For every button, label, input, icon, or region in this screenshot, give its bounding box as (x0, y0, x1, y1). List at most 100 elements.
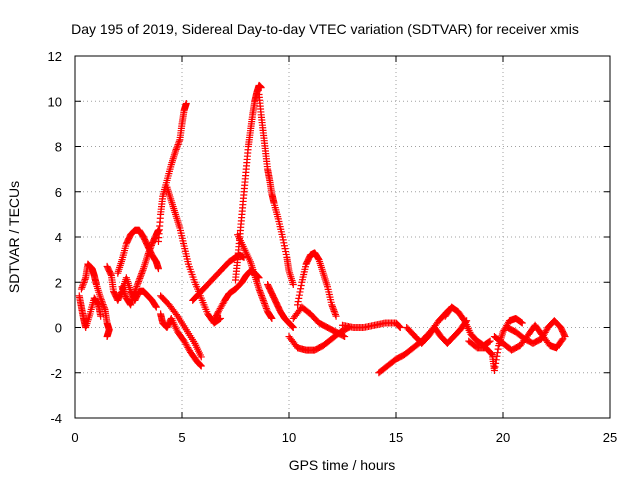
data-point (558, 336, 566, 344)
data-point (517, 318, 525, 326)
data-point (257, 290, 265, 298)
data-point (139, 266, 147, 274)
x-tick-label: 0 (71, 430, 78, 445)
data-point (294, 301, 302, 309)
y-axis-label: SDTVAR / TECUs (6, 181, 22, 293)
data-point (295, 291, 303, 299)
data-point (172, 145, 180, 153)
data-point (288, 322, 296, 330)
data-point (256, 287, 264, 295)
data-point (80, 277, 88, 285)
data-point (267, 313, 275, 321)
data-point (492, 359, 500, 367)
data-point (330, 307, 338, 315)
data-point (493, 352, 501, 360)
series-arc-23 (465, 314, 526, 374)
data-point (79, 280, 87, 288)
data-point (197, 353, 205, 361)
data-point (196, 361, 204, 369)
data-point (118, 283, 126, 291)
data-point (328, 301, 336, 309)
data-point (175, 139, 183, 147)
data-point (197, 362, 205, 370)
data-point (258, 293, 266, 301)
series-arc-5 (118, 226, 162, 309)
data-point (328, 302, 336, 310)
series-layer (75, 81, 569, 377)
data-point (396, 324, 404, 331)
y-tick-label: 10 (48, 94, 62, 109)
data-point (331, 311, 339, 319)
x-tick-label: 20 (496, 430, 510, 445)
data-point (121, 291, 129, 299)
data-point (173, 142, 181, 150)
data-point (257, 292, 265, 300)
data-point (172, 147, 180, 155)
data-point (120, 288, 128, 296)
data-point (136, 274, 144, 282)
data-point (137, 271, 145, 279)
data-point (144, 251, 152, 259)
data-point (121, 289, 129, 297)
data-point (173, 144, 181, 152)
data-point (560, 331, 568, 339)
data-point (135, 276, 143, 284)
series-arc-25 (503, 317, 569, 347)
series-arc-9 (157, 292, 205, 361)
data-point (493, 349, 501, 357)
y-tick-label: 12 (48, 49, 62, 64)
series-arc-4 (114, 226, 162, 277)
data-point (330, 306, 338, 314)
data-point (146, 246, 154, 254)
data-point (175, 137, 183, 145)
data-point (260, 298, 268, 306)
data-point (135, 278, 143, 286)
y-tick-label: -4 (50, 411, 62, 426)
data-point (259, 295, 267, 303)
data-point (487, 350, 495, 358)
data-point (518, 319, 526, 327)
data-point (490, 366, 498, 374)
axis-ticks (74, 55, 611, 419)
data-point (261, 301, 269, 309)
data-point (81, 275, 89, 283)
data-point (174, 141, 182, 149)
data-point (97, 312, 105, 320)
series-arc-13 (255, 90, 297, 289)
data-point (256, 288, 264, 296)
series-arc-15 (264, 281, 297, 331)
series-arc-12 (232, 81, 265, 284)
data-point (119, 284, 127, 292)
series-arc-7 (154, 100, 190, 246)
data-point (119, 286, 127, 294)
series-arc-11 (210, 267, 263, 325)
data-point (78, 283, 86, 291)
data-point (295, 294, 303, 302)
y-tick-label: 2 (55, 275, 62, 290)
series-arc-16 (294, 249, 340, 320)
data-point (491, 363, 499, 371)
data-point (395, 322, 403, 330)
series-arc-2 (75, 292, 105, 331)
series-arc-18 (289, 303, 349, 341)
data-point (259, 296, 267, 304)
data-point (103, 333, 111, 341)
data-point (136, 273, 144, 281)
y-tick-label: 0 (55, 321, 62, 336)
data-point (145, 248, 153, 256)
data-point (132, 284, 140, 292)
series-arc-6 (157, 310, 205, 370)
data-point (257, 84, 265, 92)
data-point (107, 270, 115, 278)
series-arc-8 (163, 183, 225, 327)
data-point (152, 302, 160, 310)
y-tick-label: -2 (50, 366, 62, 381)
data-point (134, 279, 142, 287)
data-point (561, 333, 569, 341)
data-point (289, 323, 297, 331)
x-tick-label: 5 (178, 430, 185, 445)
data-point (97, 294, 105, 302)
data-point (297, 285, 305, 293)
y-axis-tick-labels: -4 -2 0 2 4 6 8 10 12 (48, 49, 62, 426)
